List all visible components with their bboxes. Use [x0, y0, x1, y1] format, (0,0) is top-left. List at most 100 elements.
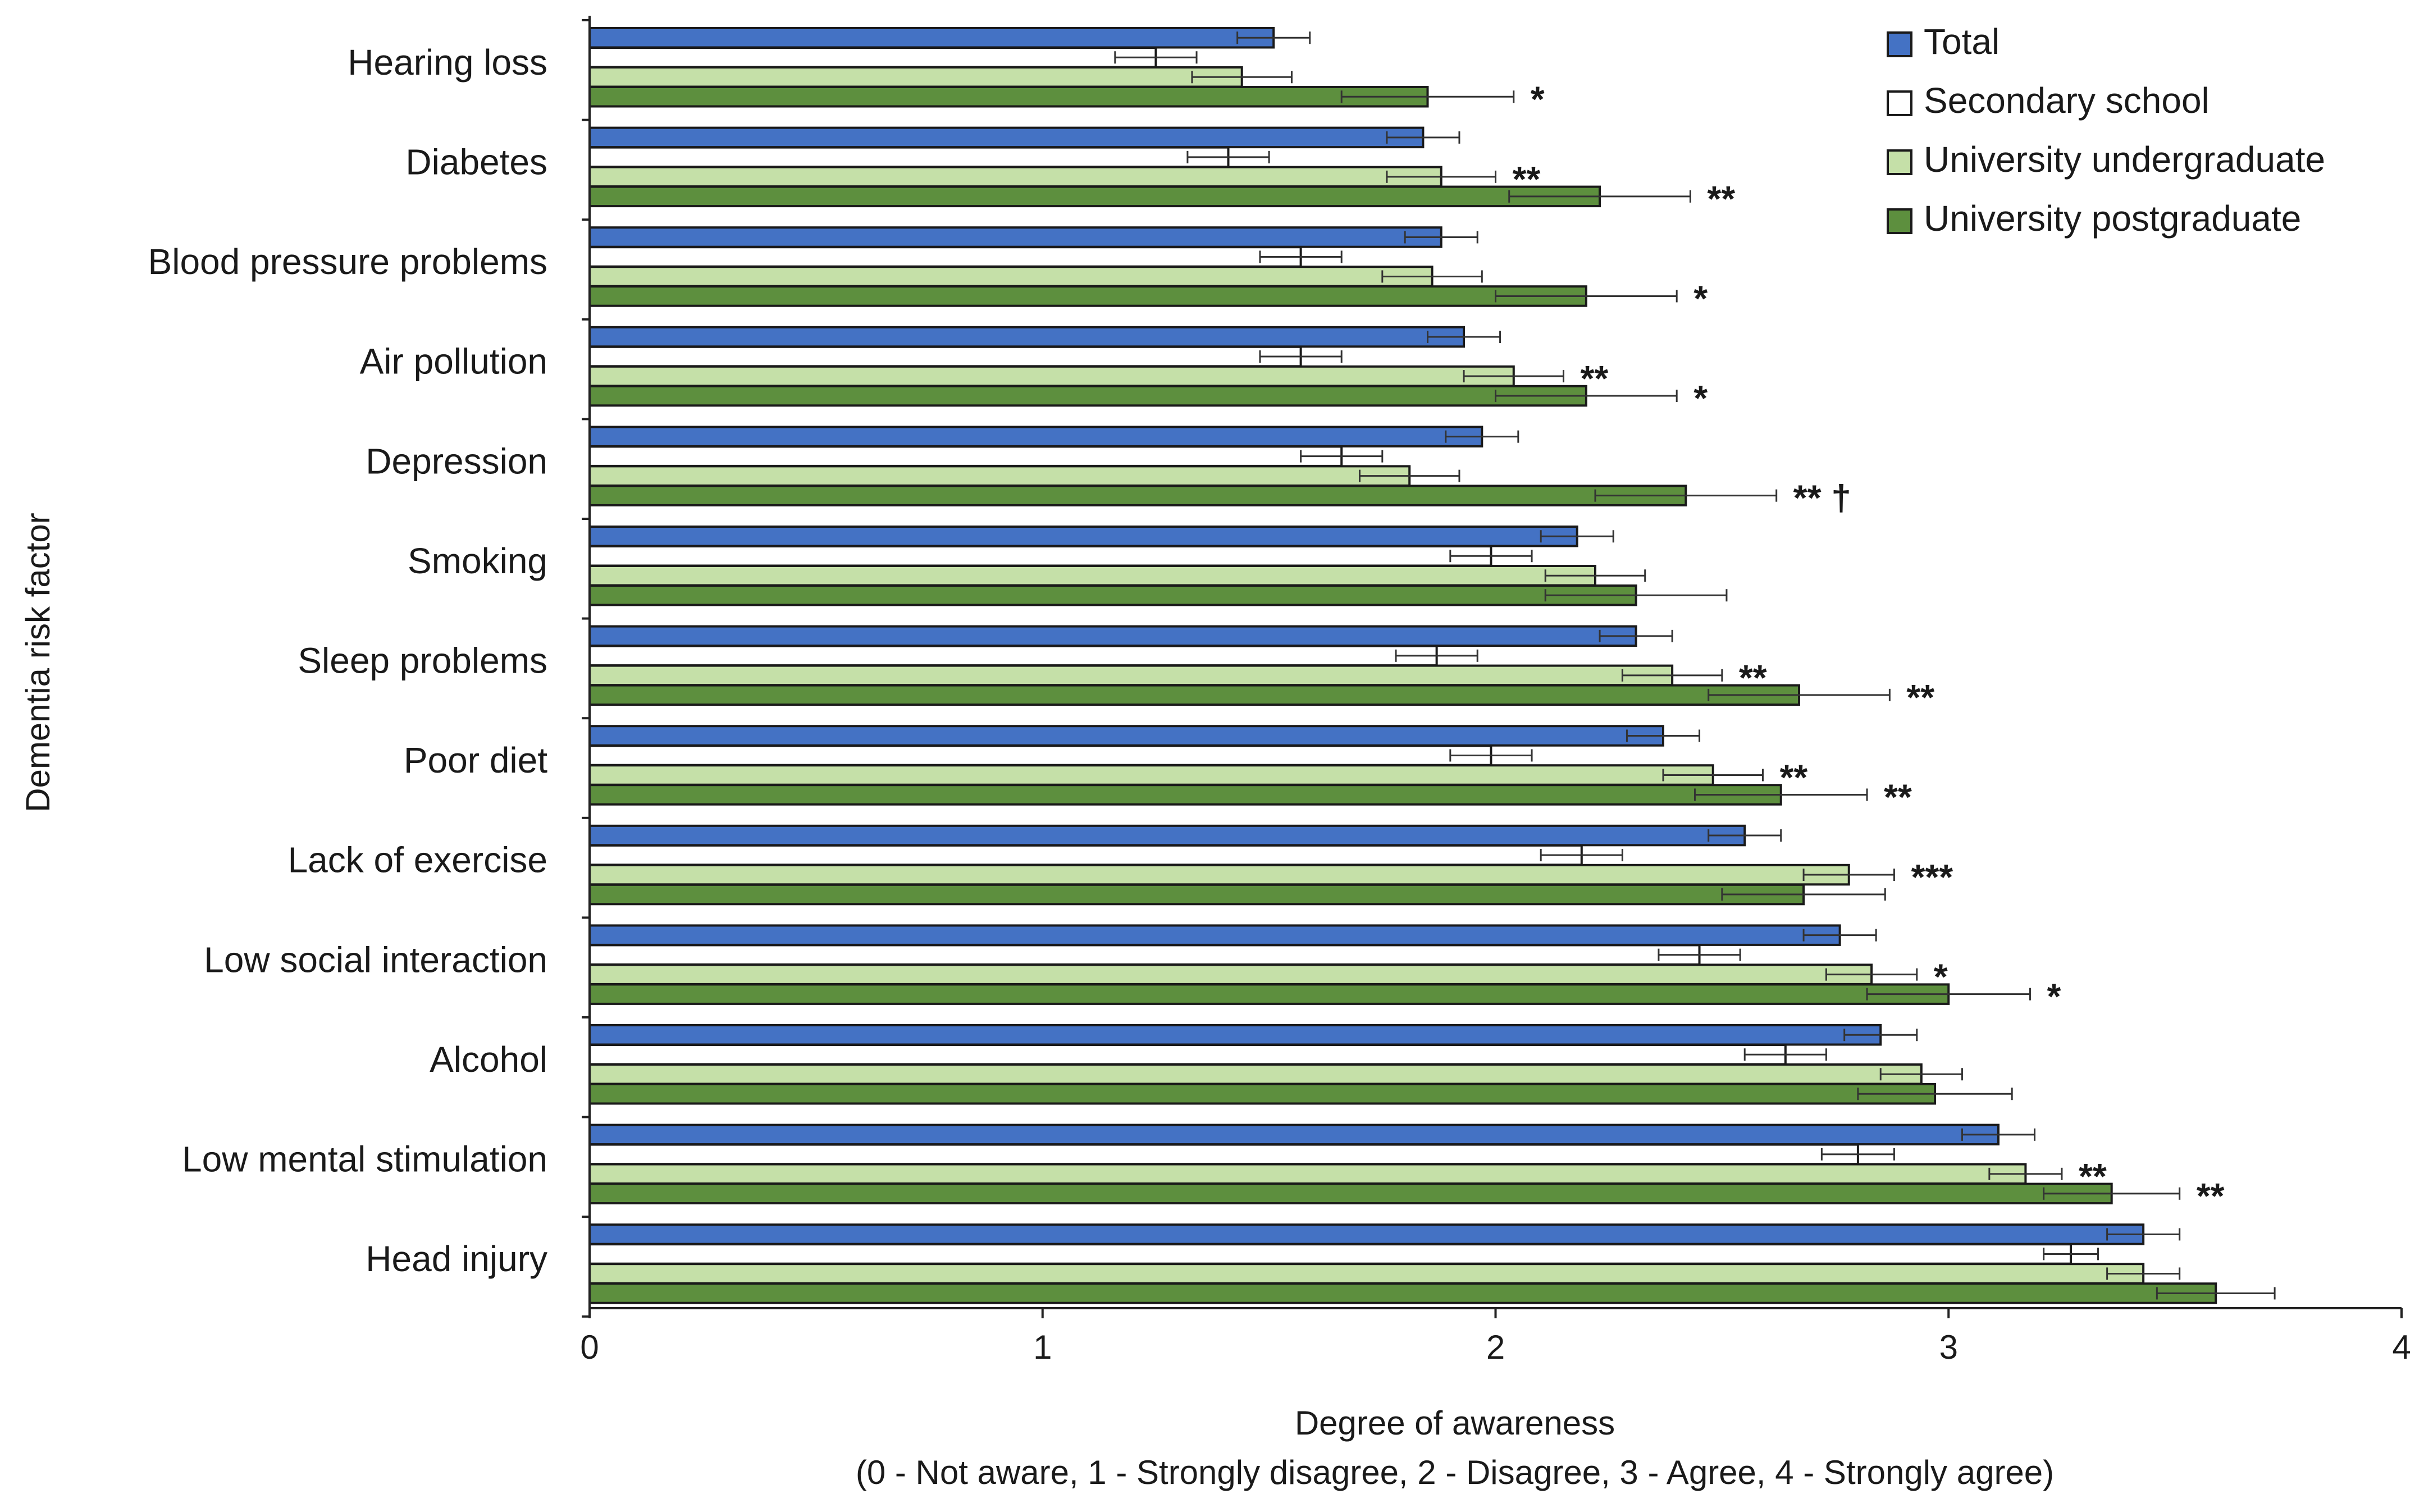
y-axis-title: Dementia risk factor	[19, 513, 57, 812]
bar-smoking-total	[588, 526, 1578, 547]
category-label-hearing-loss: Hearing loss	[348, 42, 547, 83]
bar-lack-of-exercise-university-postgraduate	[588, 883, 1805, 906]
category-label-low-mental-stimulation: Low mental stimulation	[182, 1139, 547, 1180]
significance-air-pollution-university-postgraduate: *	[1693, 378, 1708, 418]
legend-swatch-secondary-school	[1887, 90, 1912, 116]
bar-head-injury-total	[588, 1223, 2145, 1245]
bar-blood-pressure-problems-university-postgraduate	[588, 285, 1587, 307]
bar-alcohol-university-postgraduate	[588, 1083, 1937, 1105]
bar-depression-total	[588, 426, 1483, 447]
bar-sleep-problems-university-postgraduate	[588, 684, 1801, 706]
x-tick-label-1: 1	[1033, 1328, 1052, 1366]
x-tick-label-4: 4	[2392, 1328, 2411, 1366]
legend-swatch-total	[1887, 31, 1912, 57]
x-axis-title: Degree of awareness	[1295, 1404, 1615, 1442]
bar-low-mental-stimulation-secondary-school	[588, 1143, 1859, 1166]
bar-smoking-university-undergraduate	[588, 565, 1596, 587]
legend-label-university-undergraduate: University undergraduate	[1924, 139, 2325, 180]
bar-diabetes-secondary-school	[588, 146, 1230, 168]
significance-diabetes-university-undergraduate: **	[1513, 159, 1541, 199]
bar-hearing-loss-secondary-school	[588, 47, 1157, 68]
bar-alcohol-secondary-school	[588, 1044, 1787, 1066]
error-bars-layer	[1114, 31, 2276, 1300]
legend-label-secondary-school: Secondary school	[1924, 80, 2210, 121]
bar-smoking-university-postgraduate	[588, 584, 1637, 606]
category-label-blood-pressure-problems: Blood pressure problems	[148, 241, 547, 282]
bar-depression-secondary-school	[588, 445, 1343, 467]
significance-low-social-interaction-university-undergraduate: *	[1934, 957, 1948, 997]
category-label-head-injury: Head injury	[366, 1239, 547, 1279]
bar-head-injury-secondary-school	[588, 1243, 2073, 1265]
legend-swatch-university-postgraduate	[1887, 208, 1912, 234]
bar-blood-pressure-problems-total	[588, 226, 1442, 248]
bar-smoking-secondary-school	[588, 545, 1492, 567]
category-label-smoking: Smoking	[408, 541, 547, 581]
legend-label-university-postgraduate: University postgraduate	[1924, 198, 2301, 239]
bar-air-pollution-secondary-school	[588, 345, 1302, 368]
bar-poor-diet-university-postgraduate	[588, 784, 1782, 806]
category-label-poor-diet: Poor diet	[404, 740, 547, 780]
bar-hearing-loss-university-postgraduate	[588, 86, 1429, 108]
significance-sleep-problems-university-undergraduate: **	[1739, 657, 1767, 698]
bar-low-mental-stimulation-total	[588, 1123, 2000, 1146]
x-tick-label-0: 0	[580, 1328, 599, 1366]
bar-hearing-loss-university-undergraduate	[588, 66, 1243, 88]
category-label-depression: Depression	[366, 441, 547, 481]
significance-low-social-interaction-university-postgraduate: *	[2047, 976, 2061, 1017]
significance-poor-diet-university-postgraduate: **	[1884, 776, 1912, 817]
bar-low-mental-stimulation-university-undergraduate	[588, 1163, 2027, 1185]
bar-sleep-problems-secondary-school	[588, 645, 1438, 667]
significance-diabetes-university-postgraduate: **	[1707, 179, 1735, 219]
category-labels-layer: Hearing loss Diabetes Blood pressure probl…	[148, 42, 548, 1279]
category-label-air-pollution: Air pollution	[360, 341, 547, 382]
significance-low-mental-stimulation-university-postgraduate: **	[2197, 1176, 2225, 1216]
significance-labels-layer: *** ***** *** †** **** ****** *** **	[1513, 79, 2225, 1216]
legend: Total Secondary school University undergra…	[1887, 21, 2325, 239]
category-label-low-social-interaction: Low social interaction	[204, 939, 547, 980]
legend-swatch-university-undergraduate	[1887, 149, 1912, 175]
category-label-alcohol: Alcohol	[430, 1039, 547, 1080]
bar-low-mental-stimulation-university-postgraduate	[588, 1182, 2113, 1205]
bar-blood-pressure-problems-university-undergraduate	[588, 266, 1434, 287]
x-ticks-layer: 0 1 2 3 4	[580, 1308, 2411, 1366]
x-axis-subtitle: (0 - Not aware, 1 - Strongly disagree, 2…	[856, 1454, 2054, 1491]
bar-poor-diet-university-undergraduate	[588, 764, 1714, 786]
significance-poor-diet-university-undergraduate: **	[1779, 757, 1807, 797]
bar-blood-pressure-problems-secondary-school	[588, 246, 1302, 268]
bar-low-social-interaction-university-postgraduate	[588, 983, 1950, 1005]
significance-air-pollution-university-undergraduate: **	[1581, 358, 1609, 399]
significance-lack-of-exercise-university-undergraduate: ***	[1911, 857, 1953, 897]
bar-alcohol-total	[588, 1024, 1882, 1046]
bar-poor-diet-total	[588, 725, 1664, 747]
x-tick-label-3: 3	[1939, 1328, 1958, 1366]
bar-head-injury-university-postgraduate	[588, 1282, 2217, 1304]
bar-sleep-problems-total	[588, 625, 1637, 647]
significance-sleep-problems-university-postgraduate: **	[1906, 677, 1934, 718]
bar-head-injury-university-undergraduate	[588, 1263, 2145, 1285]
bar-air-pollution-university-undergraduate	[588, 365, 1515, 387]
bar-lack-of-exercise-university-undergraduate	[588, 864, 1850, 886]
bar-depression-university-postgraduate	[588, 485, 1687, 506]
bar-low-social-interaction-total	[588, 924, 1841, 946]
bar-sleep-problems-university-undergraduate	[588, 664, 1674, 687]
significance-hearing-loss-university-postgraduate: *	[1531, 79, 1545, 119]
significance-depression-university-postgraduate: ** †	[1793, 478, 1851, 518]
bar-poor-diet-secondary-school	[588, 744, 1492, 766]
bar-low-social-interaction-university-undergraduate	[588, 963, 1873, 985]
bar-air-pollution-university-postgraduate	[588, 385, 1587, 407]
bar-depression-university-undergraduate	[588, 465, 1411, 487]
bar-alcohol-university-undergraduate	[588, 1063, 1923, 1085]
bar-diabetes-total	[588, 126, 1425, 149]
significance-blood-pressure-problems-university-postgraduate: *	[1693, 278, 1708, 318]
category-label-lack-of-exercise: Lack of exercise	[288, 840, 547, 880]
bar-air-pollution-total	[588, 326, 1466, 348]
bar-diabetes-university-postgraduate	[588, 185, 1601, 208]
bar-lack-of-exercise-secondary-school	[588, 844, 1583, 866]
significance-low-mental-stimulation-university-undergraduate: **	[2079, 1156, 2107, 1196]
bar-low-social-interaction-secondary-school	[588, 944, 1701, 966]
legend-label-total: Total	[1924, 21, 2000, 62]
bar-lack-of-exercise-total	[588, 824, 1746, 847]
bar-diabetes-university-undergraduate	[588, 166, 1442, 188]
category-label-sleep-problems: Sleep problems	[298, 641, 547, 681]
